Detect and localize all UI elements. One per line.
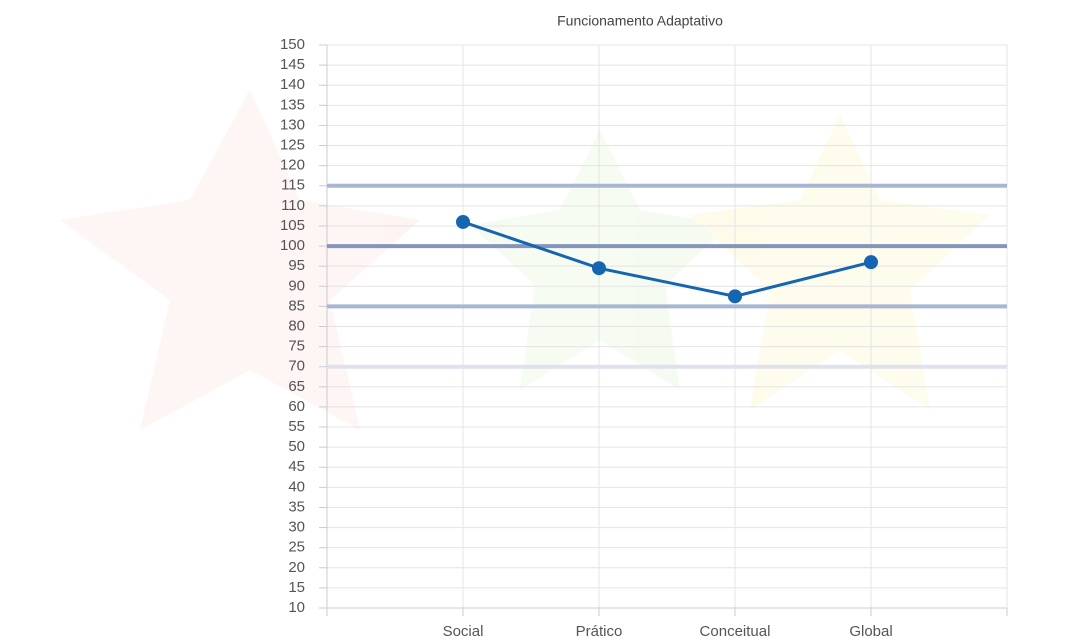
y-tick-label: 100 [280, 237, 305, 254]
x-tick-label: Global [849, 623, 892, 638]
x-tick-label: Conceitual [700, 623, 771, 638]
y-tick-label: 40 [288, 478, 305, 495]
y-tick-label: 110 [281, 197, 305, 214]
y-tick-label: 45 [288, 458, 305, 475]
y-tick-label: 65 [288, 378, 305, 395]
point [592, 261, 606, 275]
y-tick-label: 85 [288, 297, 305, 314]
y-tick-label: 75 [288, 338, 305, 355]
y-tick-label: 115 [281, 177, 305, 194]
x-tick-label: Prático [576, 623, 623, 638]
y-tick-label: 145 [280, 56, 305, 73]
y-tick-label: 15 [288, 579, 305, 596]
y-tick-label: 80 [288, 317, 305, 334]
y-tick-label: 95 [288, 257, 305, 274]
y-tick-label: 10 [288, 599, 305, 616]
y-tick-label: 125 [280, 137, 305, 154]
y-tick-label: 30 [288, 519, 305, 536]
y-tick-label: 70 [288, 358, 305, 375]
y-tick-label: 60 [288, 398, 305, 415]
y-tick-label: 140 [280, 76, 305, 93]
y-tick-label: 135 [280, 96, 305, 113]
y-tick-label: 90 [288, 277, 305, 294]
y-tick-label: 55 [288, 418, 305, 435]
y-tick-label: 120 [280, 157, 305, 174]
y-tick-label: 105 [280, 217, 305, 234]
y-tick-label: 35 [288, 498, 305, 515]
chart-title: Funcionamento Adaptativo [557, 13, 723, 29]
point [864, 255, 878, 269]
background-illustration [60, 90, 990, 430]
x-tick-label: Social [443, 623, 484, 638]
y-tick-label: 150 [280, 36, 305, 53]
point [728, 289, 742, 303]
y-tick-label: 130 [280, 116, 305, 133]
y-tick-label: 25 [288, 539, 305, 556]
point [456, 215, 470, 229]
chart: Funcionamento Adaptativo 10 15 20 25 30 35 40 4… [0, 0, 1089, 638]
y-tick-label: 50 [288, 438, 305, 455]
y-tick-label: 20 [288, 559, 305, 576]
